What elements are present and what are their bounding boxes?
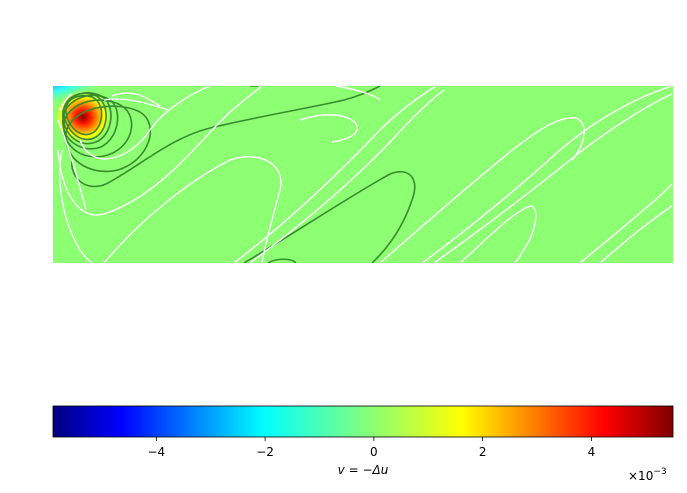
contour-line — [71, 86, 381, 188]
contour-line — [579, 183, 673, 263]
contour-line — [421, 86, 673, 263]
contour-line — [249, 89, 445, 263]
contour-line — [103, 98, 169, 111]
contour-line — [79, 86, 211, 160]
colorbar-tick-label: 2 — [479, 445, 487, 459]
contour-line — [62, 94, 119, 150]
contour-line — [459, 205, 537, 263]
positive-contours — [62, 86, 416, 263]
colorbar-tick-label: −4 — [147, 445, 165, 459]
contour-line — [62, 92, 112, 145]
field-plot — [53, 86, 673, 263]
contour-line — [65, 94, 103, 136]
contour-line — [335, 86, 381, 101]
colorbar-tick-label: 0 — [370, 445, 378, 459]
contour-line — [599, 205, 673, 263]
contour-line — [103, 156, 282, 263]
contour-line — [111, 92, 161, 107]
contour-line — [57, 119, 87, 211]
contour-line — [433, 93, 673, 263]
contour-line — [267, 258, 297, 263]
colorbar-scale-label: ×10−3 — [628, 467, 667, 483]
contour-line — [59, 93, 73, 111]
contour-line — [233, 86, 437, 263]
negative-contours — [57, 86, 673, 263]
colorbar-label: v = −Δu — [338, 463, 389, 477]
contour-line — [299, 114, 358, 143]
contour-line — [63, 99, 133, 158]
colorbar-ticks: −4 −2 0 2 4 — [147, 437, 595, 459]
colorbar-tick-label: 4 — [588, 445, 596, 459]
contour-line — [379, 117, 585, 263]
colorbar: −4 −2 0 2 4 v = −Δu ×10−3 — [52, 405, 674, 483]
field-background — [53, 86, 673, 263]
colorbar-gradient — [52, 405, 674, 438]
colorbar-tick-label: −2 — [256, 445, 274, 459]
contour-line — [57, 86, 263, 216]
contour-line — [243, 171, 416, 263]
contour-line — [65, 105, 151, 173]
contour-line — [59, 149, 93, 263]
